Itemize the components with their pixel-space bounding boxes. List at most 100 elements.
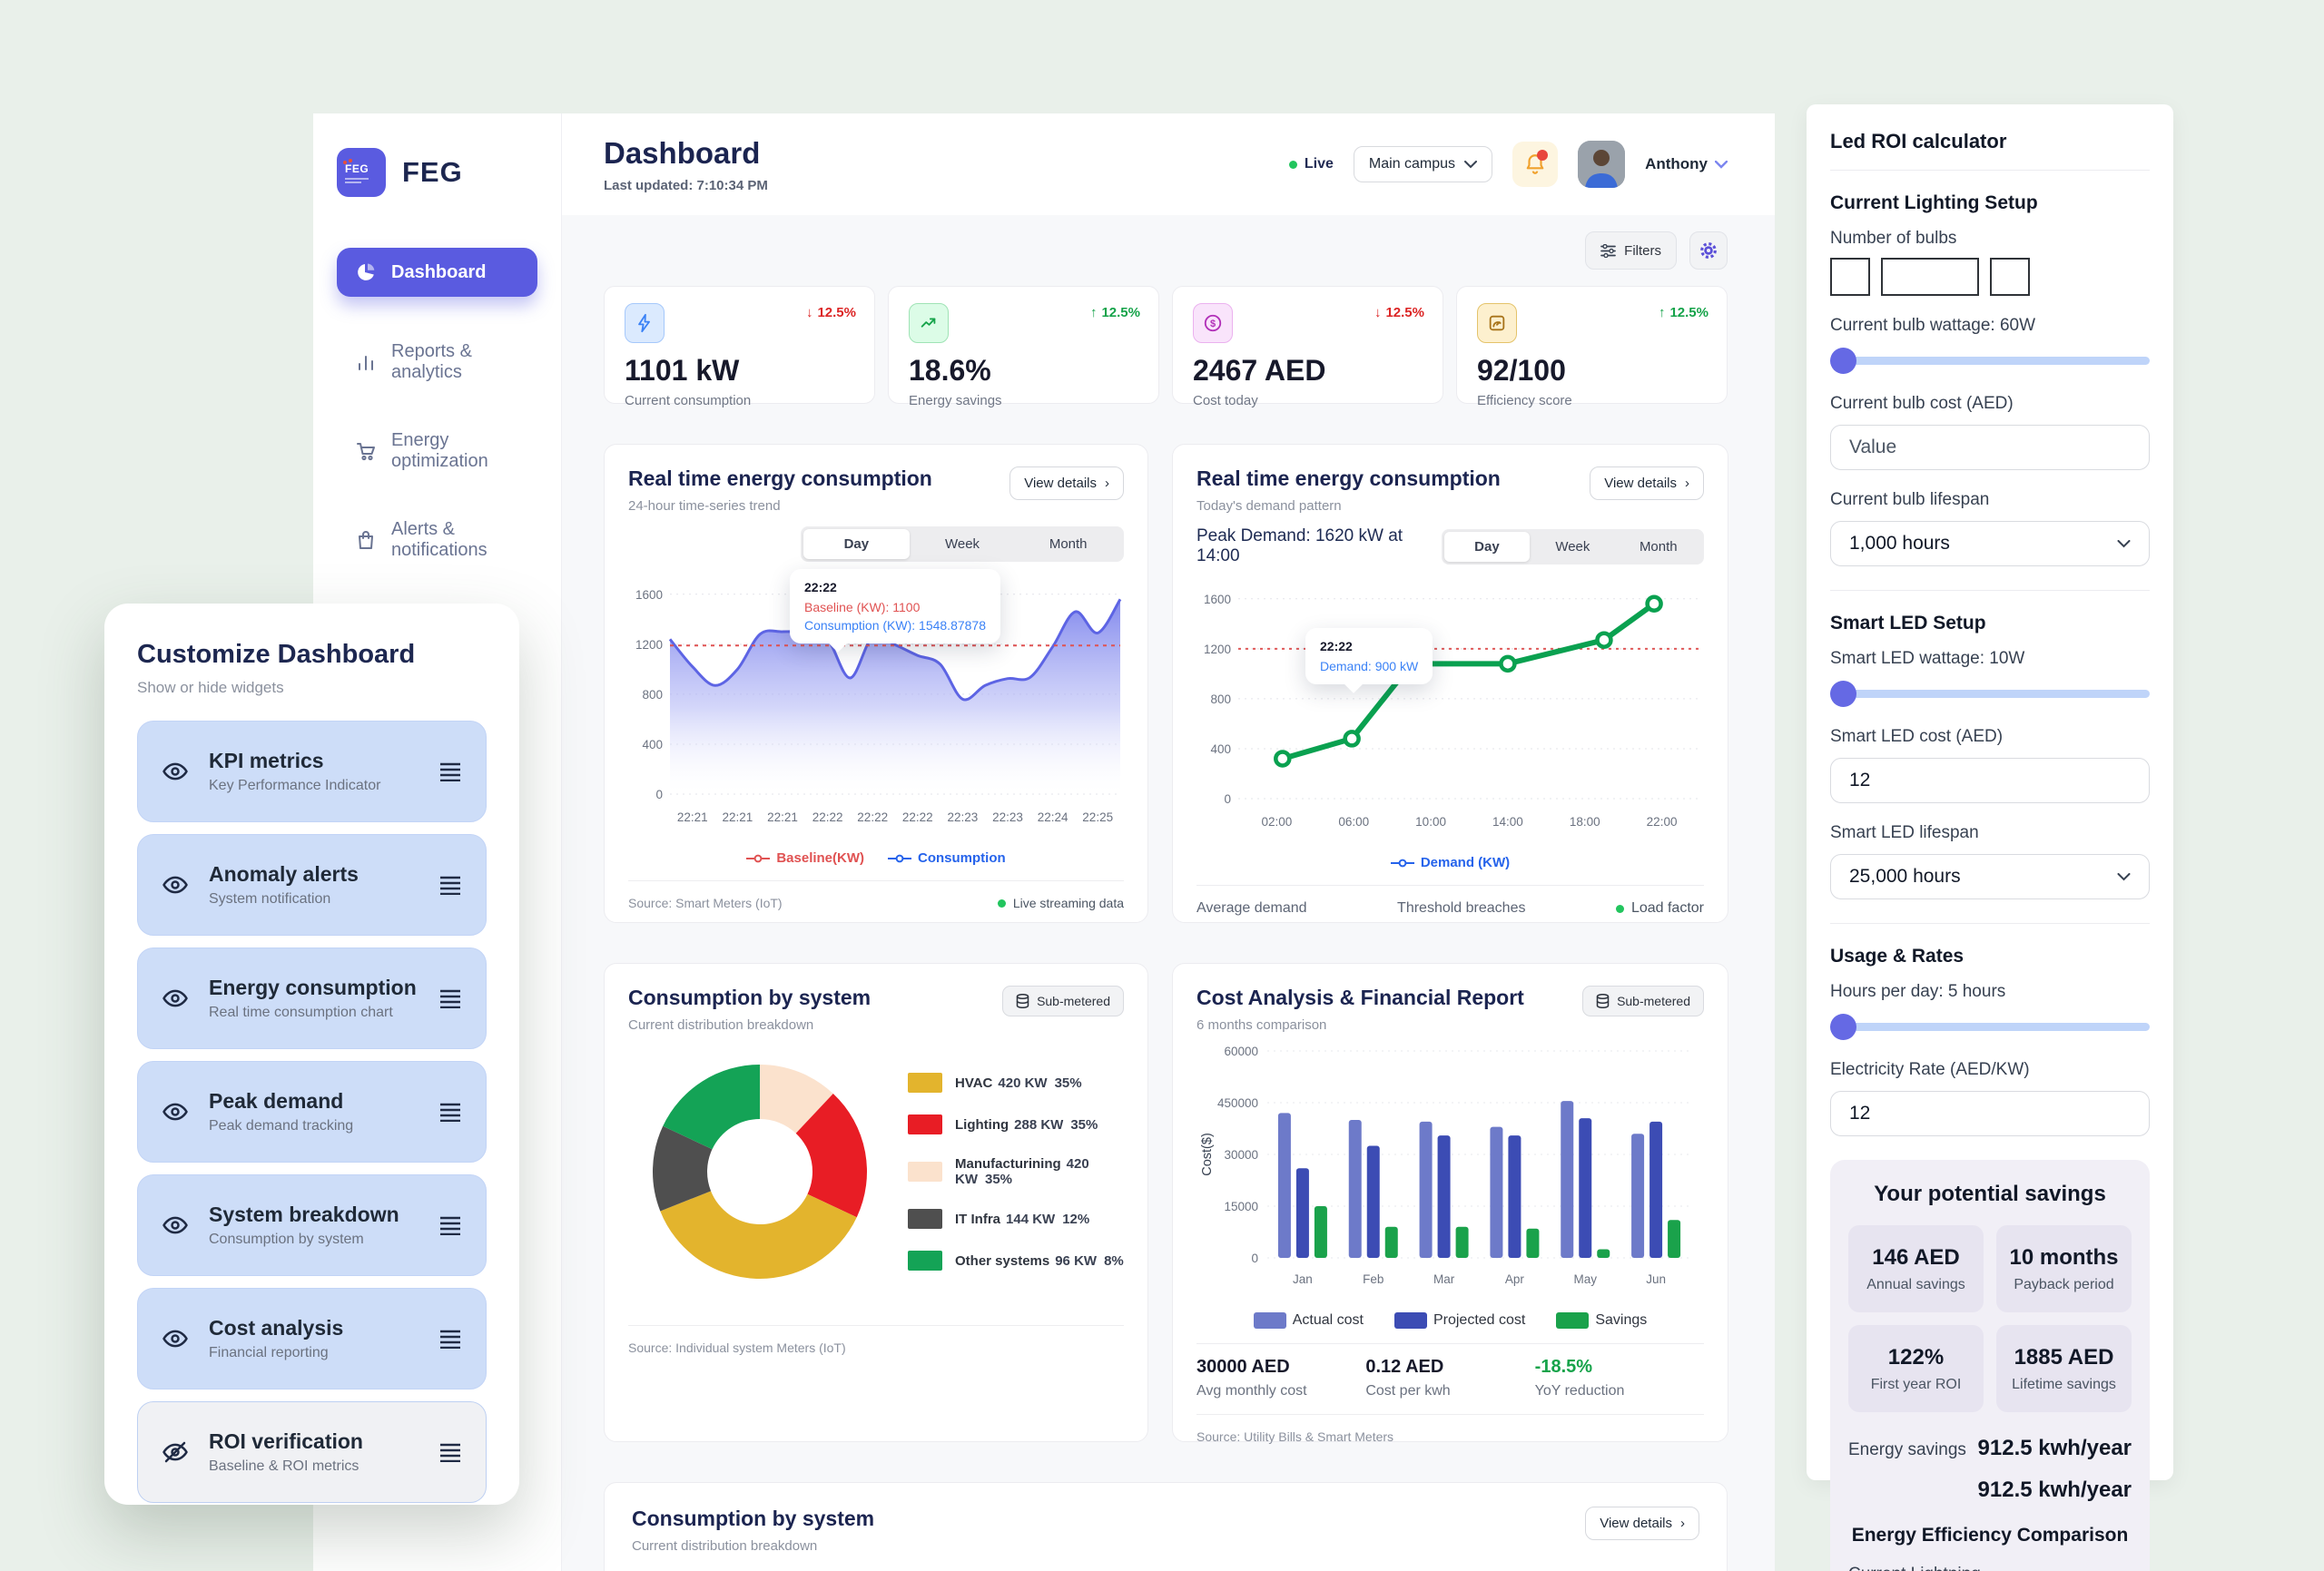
view-details-button[interactable]: View details › [1009, 466, 1124, 500]
widget-list: KPI metrics Key Performance Indicator An… [137, 721, 487, 1503]
widget-item-peak-demand[interactable]: Peak demand Peak demand tracking [137, 1061, 487, 1163]
filters-button[interactable]: Filters [1585, 231, 1677, 270]
eye-icon[interactable] [162, 1098, 189, 1125]
tooltip-demand: Demand: 900 kW [1320, 659, 1419, 673]
bag-icon [355, 529, 377, 551]
bulb-cost-label: Current bulb cost (AED) [1830, 394, 2014, 413]
widget-item-cost-analysis[interactable]: Cost analysis Financial reporting [137, 1288, 487, 1389]
panel-title: Cost Analysis & Financial Report [1196, 986, 1524, 1009]
widget-item-energy-consumption[interactable]: Energy consumption Real time consumption… [137, 948, 487, 1049]
chart-tooltip: 22:22 Demand: 900 kW [1305, 628, 1433, 684]
panel-title: Consumption by system [628, 986, 872, 1009]
legend-item-it-infra: IT Infra 144 KW 12% [908, 1209, 1124, 1229]
hours-slider[interactable] [1830, 1013, 2150, 1040]
savings-stat: 122% First year ROI [1848, 1325, 1984, 1412]
savings-stat: 1885 AED Lifetime savings [1996, 1325, 2132, 1412]
widget-item-kpi-metrics[interactable]: KPI metrics Key Performance Indicator [137, 721, 487, 822]
drag-handle-icon[interactable] [438, 1442, 462, 1462]
main-area: Dashboard Last updated: 7:10:34 PM Live … [562, 113, 1775, 1571]
user-menu[interactable]: Anthony [1645, 155, 1728, 173]
svg-text:Cost($): Cost($) [1200, 1133, 1215, 1176]
legend-swatch [1556, 1312, 1590, 1329]
area-chart[interactable]: 22:22 Baseline (KW): 1100 Consumption (K… [628, 567, 1124, 849]
kpi-delta: ↓ 12.5% [1374, 305, 1424, 320]
drag-handle-icon[interactable] [438, 1329, 462, 1349]
avatar[interactable] [1578, 141, 1626, 188]
campus-select[interactable]: Main campus [1353, 146, 1493, 182]
sidebar-item-reports-analytics[interactable]: Reports & analytics [337, 328, 537, 397]
bulbs-decrement-box[interactable] [1830, 258, 1870, 296]
demand-chart[interactable]: 22:22 Demand: 900 kW 0 400 800 1200 1600 02:0… [1196, 572, 1704, 853]
drag-handle-icon[interactable] [438, 988, 462, 1008]
kpi-value: 92/100 [1477, 354, 1566, 387]
page-title: Dashboard [604, 135, 761, 170]
bar-chart[interactable]: 0 15000 30000 450000 60000 Cost($) Jan Feb Mar Ap… [1196, 1038, 1704, 1311]
bulbs-increment-box[interactable] [1990, 258, 2030, 296]
tab-month[interactable]: Month [1639, 538, 1678, 555]
svg-text:Jun: Jun [1646, 1272, 1666, 1286]
panel-subtitle: 6 months comparison [1196, 1017, 1327, 1033]
donut-chart[interactable] [628, 1049, 891, 1294]
bulb-cost-input[interactable] [1830, 425, 2150, 470]
bulbs-value-box[interactable] [1881, 258, 1979, 296]
led-cost-input[interactable] [1830, 758, 2150, 803]
panel-demand-pattern: Real time energy consumption Today's dem… [1172, 444, 1728, 923]
widget-item-roi-verification[interactable]: ROI verification Baseline & ROI metrics [137, 1401, 487, 1503]
notifications-button[interactable] [1512, 142, 1559, 187]
svg-text:Jan: Jan [1293, 1272, 1313, 1286]
led-lifespan-select[interactable]: 25,000 hours [1830, 854, 2150, 899]
eye-icon[interactable] [162, 871, 189, 898]
eye-icon[interactable] [162, 758, 189, 785]
eye-icon[interactable] [162, 1212, 189, 1239]
legend-item: Savings [1556, 1312, 1647, 1329]
tab-week[interactable]: Week [1555, 538, 1590, 555]
tab-day[interactable]: Day [1443, 531, 1531, 562]
panel-cost-analysis: Cost Analysis & Financial Report 6 month… [1172, 963, 1728, 1444]
settings-button[interactable] [1689, 231, 1728, 270]
view-details-button[interactable]: View details › [1590, 466, 1704, 500]
live-streaming-label: Live streaming data [1012, 896, 1124, 910]
delta-arrow-icon: ↓ [1374, 305, 1382, 320]
sidebar-item-alerts-notifications[interactable]: Alerts & notifications [337, 506, 537, 574]
bulb-lifespan-select[interactable]: 1,000 hours [1830, 521, 2150, 566]
widget-item-system-breakdown[interactable]: System breakdown Consumption by system [137, 1174, 487, 1276]
legend-marker-icon [1390, 859, 1414, 867]
cart-icon [355, 440, 377, 462]
kpi-delta: ↓ 12.5% [805, 305, 856, 320]
sidebar-item-label: Energy optimization [391, 430, 488, 471]
svg-text:800: 800 [642, 688, 663, 702]
section-usage-rates: Usage & Rates [1830, 946, 1965, 967]
tooltip-baseline: Baseline (KW): 1100 [804, 600, 921, 614]
sidebar-item-dashboard[interactable]: Dashboard [337, 248, 537, 297]
eye-icon[interactable] [162, 1325, 189, 1352]
drag-handle-icon[interactable] [438, 761, 462, 781]
range-tabs: Day Week Month [1441, 528, 1704, 565]
rate-input[interactable] [1830, 1091, 2150, 1136]
energy-savings-value-2: 912.5 kwh/year [1977, 1478, 2132, 1502]
widget-item-anomaly-alerts[interactable]: Anomaly alerts System notification [137, 834, 487, 936]
legend-item-other-systems: Other systems 96 KW 8% [908, 1251, 1124, 1271]
range-tabs: Day Week Month [801, 526, 1124, 562]
current-wattage-slider[interactable] [1830, 347, 2150, 374]
delta-arrow-icon: ↑ [1658, 305, 1666, 320]
gear-icon [1700, 242, 1717, 259]
drag-handle-icon[interactable] [438, 875, 462, 895]
drag-handle-icon[interactable] [438, 1215, 462, 1235]
tab-day[interactable]: Day [803, 529, 910, 559]
chevron-right-icon: › [1105, 476, 1109, 491]
bulb-lifespan-label: Current bulb lifespan [1830, 490, 1990, 509]
brand-name: FEG [402, 156, 463, 188]
svg-text:0: 0 [655, 788, 663, 801]
eye-icon[interactable] [162, 985, 189, 1012]
dollar-icon: $ [1193, 303, 1233, 343]
kpi-value: 18.6% [909, 354, 991, 387]
sidebar-item-energy-optimization[interactable]: Energy optimization [337, 417, 537, 486]
panel-realtime-consumption: Real time energy consumption 24-hour tim… [604, 444, 1148, 923]
eye-off-icon[interactable] [162, 1438, 189, 1466]
drag-handle-icon[interactable] [438, 1102, 462, 1122]
source-note: Source: Utility Bills & Smart Meters [1196, 1429, 1394, 1444]
view-details-button[interactable]: View details › [1585, 1507, 1699, 1540]
tab-week[interactable]: Week [944, 536, 980, 552]
led-wattage-slider[interactable] [1830, 680, 2150, 707]
tab-month[interactable]: Month [1049, 536, 1088, 552]
